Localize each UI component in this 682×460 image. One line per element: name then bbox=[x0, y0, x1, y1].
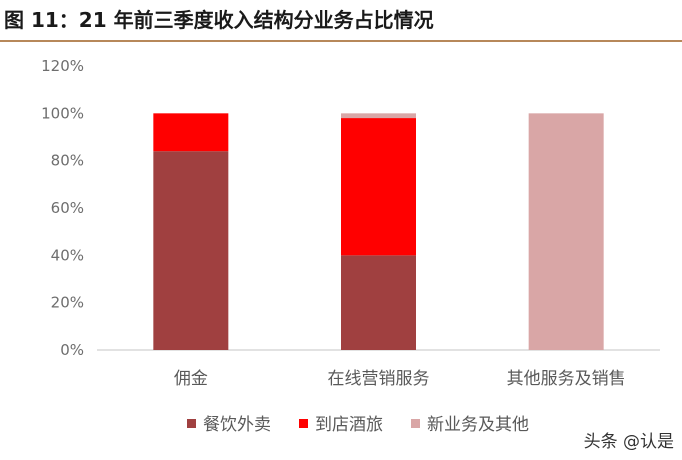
bars bbox=[153, 113, 604, 350]
legend-swatch bbox=[187, 419, 196, 428]
x-category-label: 在线营销服务 bbox=[328, 369, 430, 389]
y-axis: 0% 20% 40% 60% 80% 100% 120% bbox=[41, 57, 84, 359]
legend-label: 到店酒旅 bbox=[315, 415, 383, 435]
bar-segment bbox=[341, 255, 416, 350]
y-tick-label: 60% bbox=[51, 199, 84, 217]
y-tick-label: 100% bbox=[41, 104, 84, 122]
chart-title: 图 11：21 年前三季度收入结构分业务占比情况 bbox=[4, 8, 434, 32]
legend-swatch bbox=[411, 419, 420, 428]
y-tick-label: 20% bbox=[51, 294, 84, 312]
bar-segment bbox=[153, 113, 229, 152]
bar-segment bbox=[153, 151, 229, 350]
y-tick-label: 120% bbox=[41, 57, 84, 75]
bar-segment bbox=[341, 113, 416, 119]
y-tick-label: 40% bbox=[51, 246, 84, 264]
bar-segment bbox=[341, 118, 416, 256]
x-category-label: 其他服务及销售 bbox=[507, 369, 626, 389]
y-tick-label: 0% bbox=[60, 341, 84, 359]
y-tick-label: 80% bbox=[51, 152, 84, 170]
x-axis: 佣金 在线营销服务 其他服务及销售 bbox=[174, 369, 626, 389]
x-category-label: 佣金 bbox=[174, 369, 208, 389]
legend-label: 新业务及其他 bbox=[427, 415, 529, 435]
legend-swatch bbox=[299, 419, 308, 428]
legend: 餐饮外卖 到店酒旅 新业务及其他 bbox=[187, 415, 529, 435]
legend-label: 餐饮外卖 bbox=[203, 415, 271, 435]
bar-segment bbox=[528, 113, 604, 350]
title-divider bbox=[0, 40, 682, 42]
watermark: 头条 @认是 bbox=[583, 432, 674, 452]
